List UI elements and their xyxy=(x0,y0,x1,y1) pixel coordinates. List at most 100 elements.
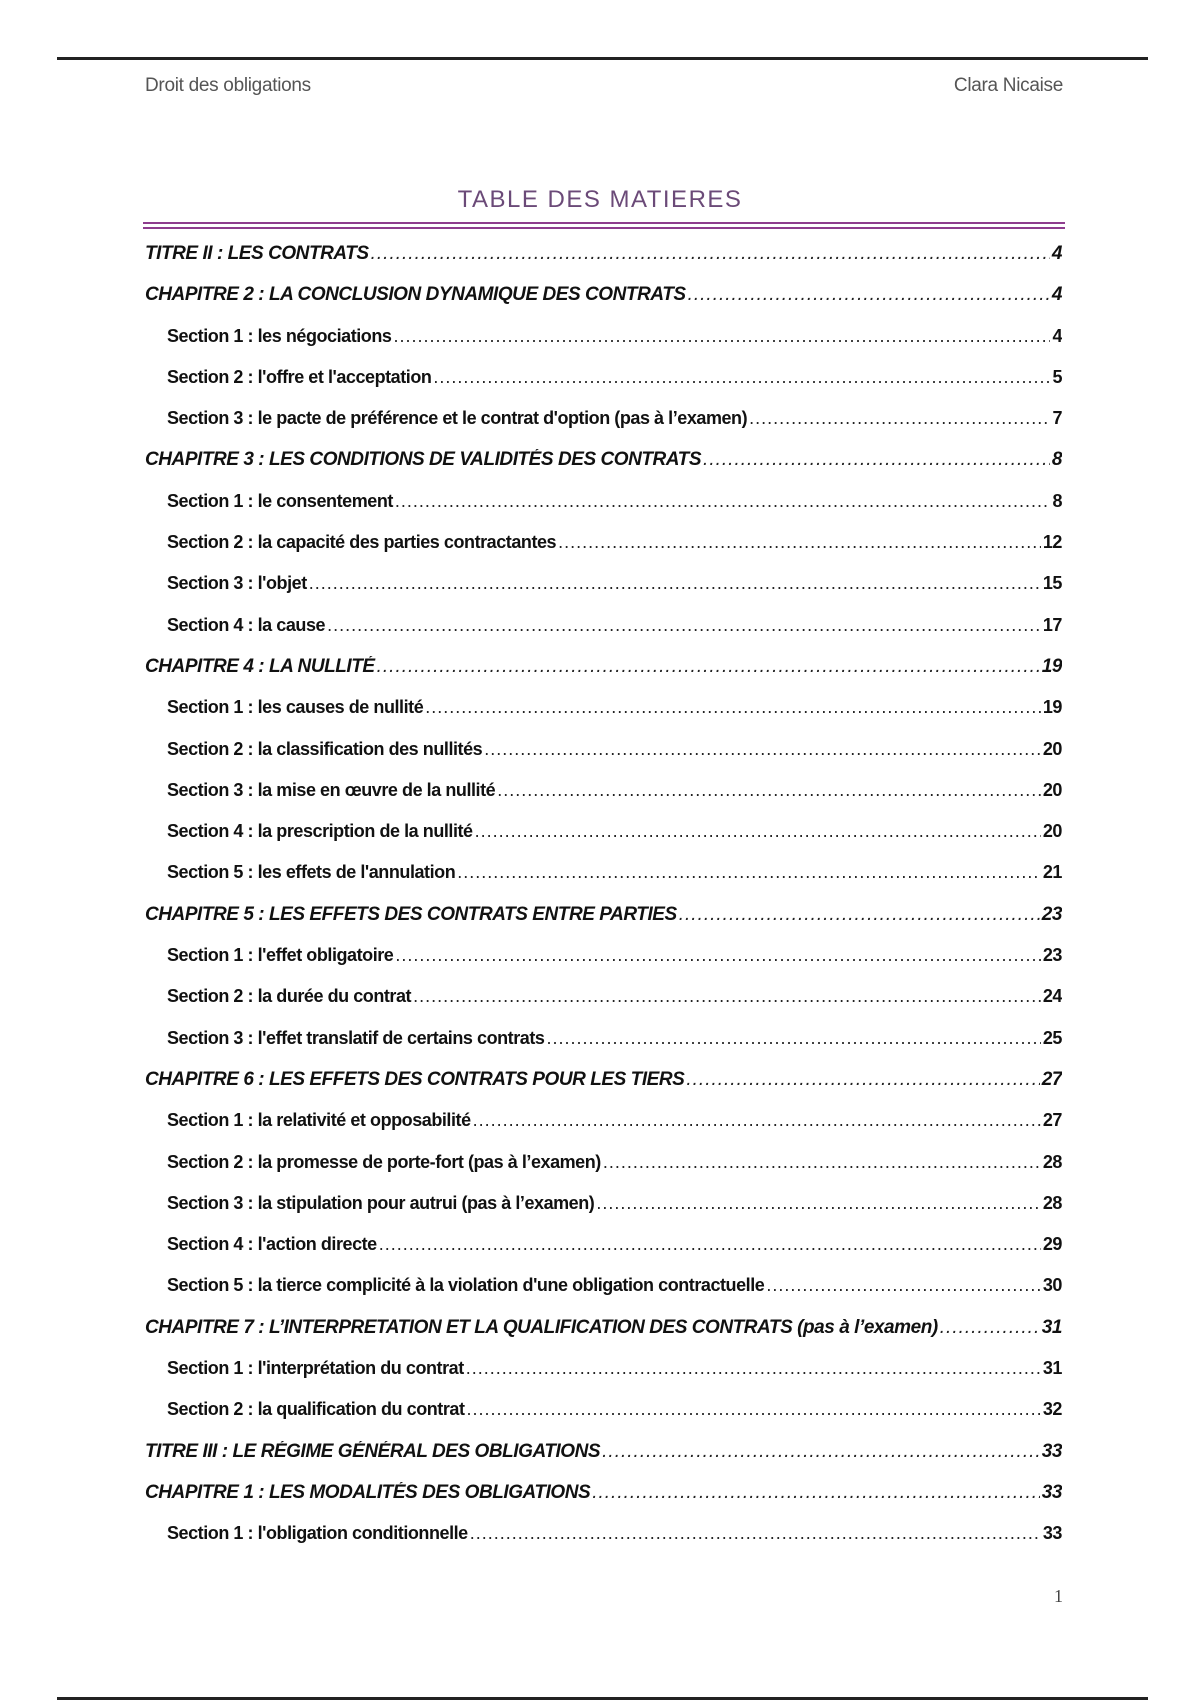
toc-entry-page: 28 xyxy=(1042,1151,1062,1172)
toc-entry-label: Section 2 : l'offre et l'acceptation xyxy=(167,366,432,387)
toc-entry-label: Section 3 : l'effet translatif de certai… xyxy=(167,1027,545,1048)
toc-entry-page: 20 xyxy=(1042,738,1062,759)
header-left: Droit des obligations xyxy=(145,75,311,96)
toc-heading-entry[interactable]: TITRE III : LE RÉGIME GÉNÉRAL DES OBLIGA… xyxy=(145,1441,1062,1482)
dot-leader xyxy=(466,1358,1041,1379)
toc-section-entry[interactable]: Section 2 : la classification des nullit… xyxy=(145,739,1062,780)
toc-section-entry[interactable]: Section 2 : la durée du contrat 24 xyxy=(145,986,1062,1027)
toc-entry-page: 4 xyxy=(1051,243,1062,264)
dot-leader xyxy=(377,656,1040,678)
toc-entry-label: Section 3 : la stipulation pour autrui (… xyxy=(167,1192,595,1213)
dot-leader xyxy=(484,739,1041,760)
toc-entry-page: 4 xyxy=(1052,325,1062,346)
toc-entry-page: 33 xyxy=(1041,1481,1062,1503)
dot-leader xyxy=(940,1317,1040,1339)
toc-section-entry[interactable]: Section 1 : les négociations 4 xyxy=(145,326,1062,367)
toc-heading-entry[interactable]: CHAPITRE 7 : L’INTERPRETATION ET LA QUAL… xyxy=(145,1317,1062,1358)
toc-entry-label: Section 2 : la classification des nullit… xyxy=(167,738,483,759)
toc-entry-label: CHAPITRE 6 : LES EFFETS DES CONTRATS POU… xyxy=(145,1068,685,1090)
toc-section-entry[interactable]: Section 5 : la tierce complicité à la vi… xyxy=(145,1275,1062,1316)
dot-leader xyxy=(592,1482,1040,1504)
toc-entry-page: 19 xyxy=(1042,697,1062,718)
toc-entry-label: Section 1 : les causes de nullité xyxy=(167,697,424,718)
dot-leader xyxy=(603,1152,1041,1173)
toc-section-entry[interactable]: Section 2 : la capacité des parties cont… xyxy=(145,532,1062,573)
header-rule xyxy=(57,57,1148,60)
dot-leader xyxy=(688,284,1050,306)
toc-entry-label: Section 1 : l'effet obligatoire xyxy=(167,945,394,966)
toc-section-entry[interactable]: Section 1 : l'obligation conditionnelle 3… xyxy=(145,1523,1062,1564)
toc-entry-label: CHAPITRE 3 : LES CONDITIONS DE VALIDITÉS… xyxy=(145,449,702,471)
toc-entry-page: 20 xyxy=(1042,821,1062,842)
toc-entry-label: CHAPITRE 7 : L’INTERPRETATION ET LA QUAL… xyxy=(145,1316,938,1338)
toc-heading-entry[interactable]: CHAPITRE 1 : LES MODALITÉS DES OBLIGATIO… xyxy=(145,1482,1062,1523)
toc-entry-label: Section 1 : la relativité et opposabilit… xyxy=(167,1110,471,1131)
toc-section-entry[interactable]: Section 2 : la promesse de porte-fort (p… xyxy=(145,1152,1062,1193)
dot-leader xyxy=(596,1193,1041,1214)
toc-section-entry[interactable]: Section 3 : le pacte de préférence et le… xyxy=(145,408,1062,449)
toc-entry-page: 33 xyxy=(1042,1523,1062,1544)
toc-section-entry[interactable]: Section 5 : les effets de l'annulation 21 xyxy=(145,862,1062,903)
toc-entry-page: 27 xyxy=(1041,1068,1062,1090)
toc-entry-page: 33 xyxy=(1041,1440,1062,1462)
toc-entry-label: CHAPITRE 5 : LES EFFETS DES CONTRATS ENT… xyxy=(145,903,677,925)
toc-entry-label: TITRE III : LE RÉGIME GÉNÉRAL DES OBLIGA… xyxy=(145,1440,601,1462)
toc-section-entry[interactable]: Section 4 : l'action directe 29 xyxy=(145,1234,1062,1275)
toc-entry-label: Section 5 : les effets de l'annulation xyxy=(167,862,456,883)
header-right: Clara Nicaise xyxy=(953,75,1063,96)
toc-entry-label: TITRE II : LES CONTRATS xyxy=(145,243,369,264)
toc-section-entry[interactable]: Section 2 : l'offre et l'acceptation 5 xyxy=(145,367,1062,408)
toc-entry-label: Section 2 : la capacité des parties cont… xyxy=(167,532,557,553)
toc-entry-page: 24 xyxy=(1042,986,1062,1007)
toc-section-entry[interactable]: Section 3 : l'effet translatif de certai… xyxy=(145,1028,1062,1069)
toc-section-entry[interactable]: Section 1 : le consentement 8 xyxy=(145,491,1062,532)
dot-leader xyxy=(546,1028,1040,1049)
dot-leader xyxy=(766,1275,1041,1296)
toc-entry-label: CHAPITRE 1 : LES MODALITÉS DES OBLIGATIO… xyxy=(145,1481,591,1503)
dot-leader xyxy=(327,615,1041,636)
toc-heading-entry[interactable]: CHAPITRE 6 : LES EFFETS DES CONTRATS POU… xyxy=(145,1069,1062,1110)
toc-section-entry[interactable]: Section 2 : la qualification du contrat 3… xyxy=(145,1399,1062,1440)
title-rule-bottom xyxy=(143,227,1065,229)
footer-rule xyxy=(57,1697,1148,1700)
page-title: TABLE DES MATIERES xyxy=(457,186,743,213)
toc-section-entry[interactable]: Section 1 : les causes de nullité 19 xyxy=(145,697,1062,738)
toc-heading-entry[interactable]: CHAPITRE 5 : LES EFFETS DES CONTRATS ENT… xyxy=(145,904,1062,945)
toc-section-entry[interactable]: Section 4 : la prescription de la nullit… xyxy=(145,821,1062,862)
dot-leader xyxy=(309,573,1041,594)
toc-section-entry[interactable]: Section 1 : l'interprétation du contrat 3… xyxy=(145,1358,1062,1399)
dot-leader xyxy=(433,367,1050,388)
toc-entry-label: Section 5 : la tierce complicité à la vi… xyxy=(167,1275,765,1296)
toc-section-entry[interactable]: Section 3 : la stipulation pour autrui (… xyxy=(145,1193,1062,1234)
dot-leader xyxy=(395,945,1041,966)
dot-leader xyxy=(749,408,1050,429)
toc-section-entry[interactable]: Section 3 : l'objet 15 xyxy=(145,573,1062,614)
dot-leader xyxy=(395,491,1051,512)
toc-entry-label: Section 2 : la promesse de porte-fort (p… xyxy=(167,1151,601,1172)
toc-section-entry[interactable]: Section 4 : la cause 17 xyxy=(145,615,1062,656)
toc-entry-page: 28 xyxy=(1042,1192,1062,1213)
toc-heading-entry[interactable]: CHAPITRE 4 : LA NULLITÉ 19 xyxy=(145,656,1062,697)
toc-heading-entry[interactable]: TITRE II : LES CONTRATS 4 xyxy=(145,243,1062,284)
toc-entry-page: 7 xyxy=(1052,408,1062,429)
toc-entry-label: Section 4 : l'action directe xyxy=(167,1234,377,1255)
toc-heading-entry[interactable]: CHAPITRE 2 : LA CONCLUSION DYNAMIQUE DES… xyxy=(145,284,1062,325)
dot-leader xyxy=(602,1441,1040,1463)
toc-entry-page: 8 xyxy=(1051,449,1062,471)
toc-section-entry[interactable]: Section 1 : la relativité et opposabilit… xyxy=(145,1110,1062,1151)
dot-leader xyxy=(379,1234,1041,1255)
dot-leader xyxy=(467,1399,1041,1420)
toc-entry-label: CHAPITRE 4 : LA NULLITÉ xyxy=(145,655,375,677)
dot-leader xyxy=(497,780,1041,801)
toc-entry-page: 23 xyxy=(1041,903,1062,925)
dot-leader xyxy=(457,862,1041,883)
toc-entry-page: 5 xyxy=(1052,366,1062,387)
dot-leader xyxy=(371,243,1050,265)
dot-leader xyxy=(679,904,1040,926)
toc-entry-label: Section 3 : la mise en œuvre de la nulli… xyxy=(167,779,496,800)
toc-heading-entry[interactable]: CHAPITRE 3 : LES CONDITIONS DE VALIDITÉS… xyxy=(145,449,1062,490)
dot-leader xyxy=(473,1110,1041,1131)
dot-leader xyxy=(413,986,1041,1007)
toc-section-entry[interactable]: Section 1 : l'effet obligatoire 23 xyxy=(145,945,1062,986)
toc-section-entry[interactable]: Section 3 : la mise en œuvre de la nulli… xyxy=(145,780,1062,821)
